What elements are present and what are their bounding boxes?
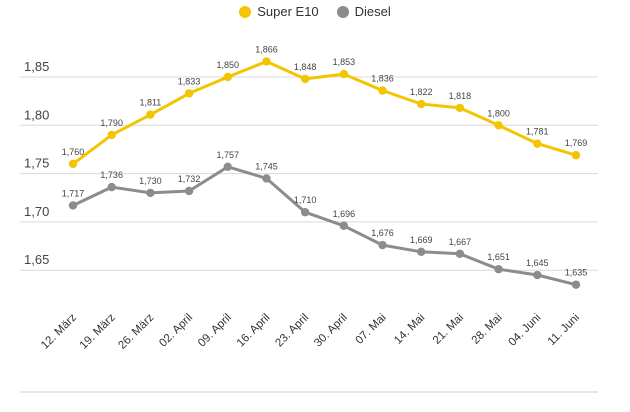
x-tick-label: 26. März [116, 311, 156, 351]
y-tick-label: 1,85 [24, 59, 49, 74]
data-point [300, 208, 310, 217]
data-point [494, 121, 503, 130]
series-line-diesel [72, 165, 577, 287]
y-tick-label: 1,80 [24, 107, 49, 122]
data-label: 1,736 [100, 170, 123, 180]
data-label: 1,822 [410, 87, 433, 97]
x-tick-label: 21. Mai [431, 312, 466, 347]
data-point [184, 186, 194, 196]
data-label: 1,745 [255, 161, 278, 171]
data-point [378, 240, 387, 250]
data-label: 1,645 [526, 258, 549, 268]
data-label: 1,818 [449, 91, 472, 101]
data-point [533, 139, 542, 148]
legend-dot-super-e10 [239, 5, 252, 18]
data-label: 1,667 [449, 237, 472, 247]
data-point [571, 151, 581, 160]
data-label: 1,833 [178, 76, 201, 86]
legend-label-super-e10: Super E10 [257, 4, 319, 19]
x-tick-label: 23. April [273, 312, 311, 350]
data-point [146, 188, 155, 198]
data-point [533, 270, 542, 280]
data-label: 1,836 [371, 74, 394, 84]
x-tick-label: 28. Mai [470, 312, 505, 347]
data-point [146, 110, 155, 119]
legend: Super E10 Diesel [0, 4, 630, 19]
data-label: 1,757 [217, 150, 240, 160]
x-tick-label: 19. März [78, 311, 118, 351]
x-tick-label: 02. April [157, 312, 195, 350]
data-point [339, 221, 349, 230]
x-tick-label: 30. April [312, 312, 350, 350]
data-point [494, 265, 503, 274]
x-tick-label: 16. April [235, 312, 273, 350]
data-point [262, 57, 271, 66]
legend-item-super-e10[interactable]: Super E10 [239, 4, 319, 19]
y-tick-label: 1,70 [24, 204, 49, 219]
y-tick-label: 1,75 [24, 156, 49, 171]
data-point [455, 103, 465, 113]
data-point [262, 174, 271, 183]
x-tick-label: 14. Mai [392, 312, 427, 347]
data-label: 1,853 [333, 57, 356, 67]
data-label: 1,866 [255, 45, 278, 55]
data-label: 1,669 [410, 235, 433, 245]
x-tick-label: 09. April [196, 312, 234, 350]
y-tick-label: 1,65 [24, 252, 49, 267]
data-point [68, 201, 78, 210]
data-label: 1,710 [294, 195, 317, 205]
data-point [184, 89, 194, 98]
x-tick-label: 11. Juni [546, 312, 582, 348]
x-tick-label: 07. Mai [354, 312, 389, 347]
data-label: 1,769 [565, 138, 588, 148]
data-point [455, 249, 465, 258]
data-label: 1,717 [62, 188, 85, 198]
data-point [107, 182, 116, 192]
data-label: 1,781 [526, 127, 549, 137]
data-label: 1,635 [565, 268, 588, 278]
data-label: 1,811 [139, 98, 161, 108]
legend-dot-diesel [336, 5, 349, 18]
data-label: 1,696 [333, 209, 356, 219]
x-tick-label: 04. Juni [506, 312, 543, 349]
data-label: 1,760 [62, 147, 85, 157]
data-point [68, 159, 78, 169]
data-point [378, 86, 387, 95]
data-point [223, 162, 232, 172]
data-label: 1,848 [294, 62, 317, 72]
data-point [107, 130, 116, 140]
data-label: 1,790 [100, 118, 123, 128]
data-label: 1,800 [487, 108, 510, 118]
legend-label-diesel: Diesel [354, 4, 391, 19]
data-point [339, 69, 349, 79]
x-tick-label: 12. März [39, 311, 79, 351]
data-point [417, 247, 426, 257]
data-label: 1,651 [487, 252, 510, 262]
data-point [223, 72, 232, 82]
data-label: 1,850 [217, 60, 240, 70]
data-label: 1,732 [178, 174, 201, 184]
data-point [300, 74, 310, 84]
data-point [417, 99, 426, 109]
legend-item-diesel[interactable]: Diesel [336, 4, 391, 19]
data-point [571, 280, 581, 289]
series-line-super-e10 [72, 60, 577, 166]
data-label: 1,676 [371, 228, 394, 238]
data-label: 1,730 [139, 176, 162, 186]
